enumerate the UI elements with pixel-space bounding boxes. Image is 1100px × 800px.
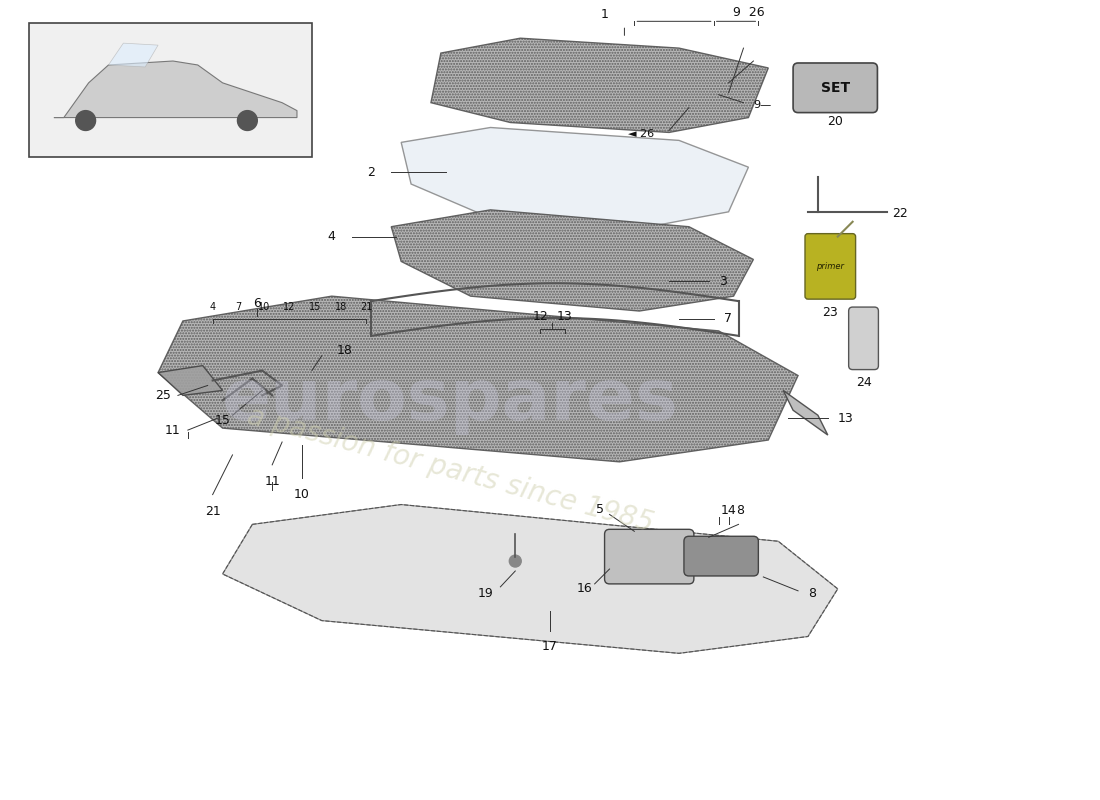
Polygon shape bbox=[158, 296, 799, 462]
Text: SET: SET bbox=[821, 81, 850, 94]
Text: a passion for parts since 1985: a passion for parts since 1985 bbox=[244, 402, 657, 538]
Text: 22: 22 bbox=[892, 207, 909, 220]
Text: 20: 20 bbox=[827, 114, 844, 127]
Text: eurospares: eurospares bbox=[222, 366, 679, 435]
Text: 8: 8 bbox=[808, 587, 816, 600]
Polygon shape bbox=[158, 366, 222, 395]
Polygon shape bbox=[109, 43, 158, 67]
Text: 10: 10 bbox=[257, 302, 270, 312]
Polygon shape bbox=[402, 127, 748, 226]
Text: ◄ 26: ◄ 26 bbox=[628, 130, 654, 139]
Text: 7: 7 bbox=[724, 313, 732, 326]
Text: 11: 11 bbox=[264, 474, 280, 488]
Text: 19: 19 bbox=[477, 587, 494, 600]
Text: 21: 21 bbox=[205, 505, 220, 518]
Text: 12: 12 bbox=[284, 302, 296, 312]
Text: 4: 4 bbox=[210, 302, 216, 312]
Text: 9  26: 9 26 bbox=[733, 6, 764, 19]
Text: 12: 12 bbox=[532, 310, 548, 323]
Polygon shape bbox=[222, 505, 838, 654]
Text: 14: 14 bbox=[720, 505, 737, 518]
Text: 23: 23 bbox=[823, 306, 838, 319]
Circle shape bbox=[76, 110, 96, 130]
Text: 15: 15 bbox=[214, 414, 231, 426]
Polygon shape bbox=[783, 390, 828, 435]
Text: 25: 25 bbox=[155, 389, 170, 402]
FancyBboxPatch shape bbox=[805, 234, 856, 299]
Text: 5: 5 bbox=[595, 503, 604, 516]
Polygon shape bbox=[392, 210, 754, 311]
Text: 10: 10 bbox=[294, 488, 310, 501]
Polygon shape bbox=[54, 61, 297, 118]
Text: 15: 15 bbox=[309, 302, 321, 312]
Text: 3: 3 bbox=[718, 274, 726, 288]
Text: 13: 13 bbox=[557, 310, 573, 323]
Text: 2: 2 bbox=[367, 166, 375, 178]
Text: 11: 11 bbox=[165, 424, 180, 437]
Text: 1: 1 bbox=[601, 8, 608, 22]
Text: 8: 8 bbox=[728, 505, 745, 518]
Text: 18: 18 bbox=[337, 344, 353, 358]
Circle shape bbox=[238, 110, 257, 130]
Circle shape bbox=[509, 555, 521, 567]
Text: 21: 21 bbox=[361, 302, 373, 312]
FancyBboxPatch shape bbox=[793, 63, 878, 113]
FancyBboxPatch shape bbox=[605, 530, 694, 584]
Text: 13: 13 bbox=[838, 412, 854, 425]
Text: 6: 6 bbox=[253, 297, 261, 310]
FancyBboxPatch shape bbox=[29, 23, 312, 158]
Polygon shape bbox=[431, 38, 768, 133]
Text: 16: 16 bbox=[576, 582, 593, 595]
Text: primer: primer bbox=[816, 262, 845, 271]
Text: 9—: 9— bbox=[754, 100, 772, 110]
Text: 18: 18 bbox=[334, 302, 346, 312]
FancyBboxPatch shape bbox=[849, 307, 879, 370]
Text: 24: 24 bbox=[856, 375, 871, 389]
Text: 4: 4 bbox=[328, 230, 336, 243]
FancyBboxPatch shape bbox=[684, 536, 758, 576]
Text: 7: 7 bbox=[235, 302, 241, 312]
Text: 17: 17 bbox=[542, 641, 558, 654]
